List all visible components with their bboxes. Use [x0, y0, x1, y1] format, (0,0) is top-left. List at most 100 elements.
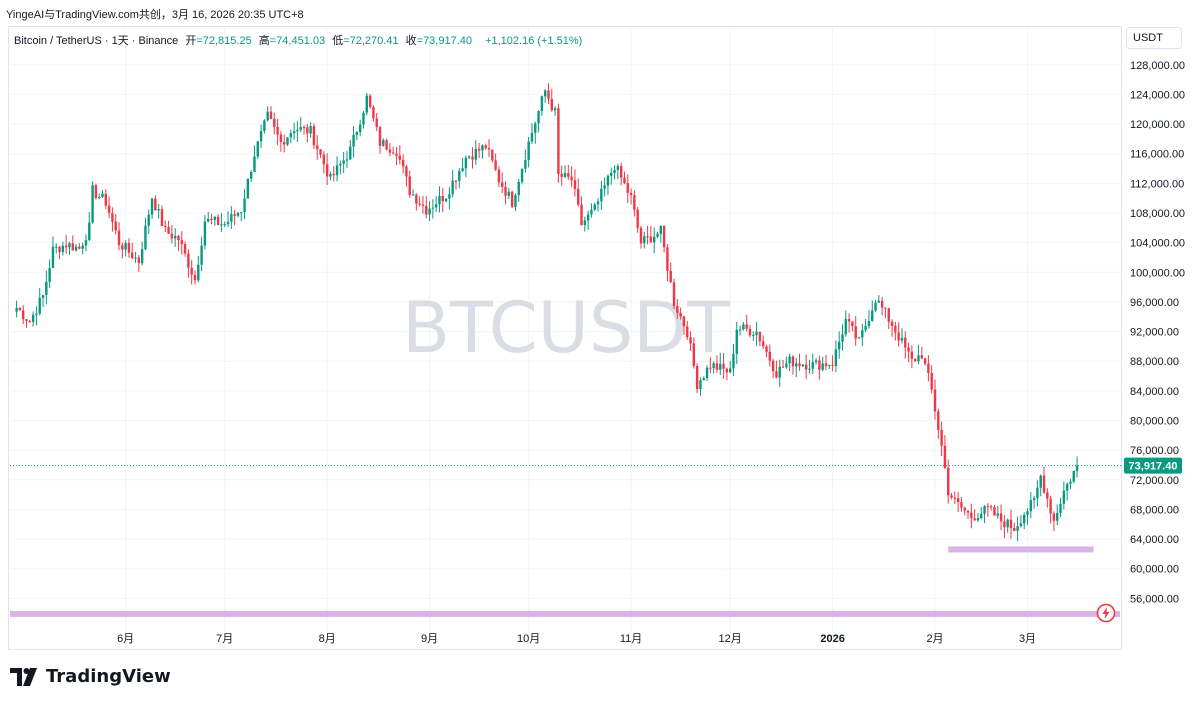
candle[interactable]: [947, 459, 950, 504]
candle[interactable]: [428, 201, 431, 221]
candle[interactable]: [874, 300, 877, 313]
candle[interactable]: [897, 322, 900, 347]
candle[interactable]: [1062, 481, 1066, 510]
candle[interactable]: [51, 236, 55, 269]
candle[interactable]: [197, 256, 200, 283]
candle[interactable]: [484, 143, 487, 150]
candle[interactable]: [900, 328, 904, 344]
candle[interactable]: [1075, 456, 1079, 478]
candle[interactable]: [719, 352, 722, 376]
candle[interactable]: [210, 213, 213, 225]
candle[interactable]: [167, 220, 170, 234]
candle[interactable]: [989, 504, 993, 511]
candle[interactable]: [316, 135, 319, 160]
candle[interactable]: [1016, 516, 1019, 542]
candle[interactable]: [226, 211, 230, 227]
candle[interactable]: [828, 364, 831, 369]
candle[interactable]: [18, 306, 22, 311]
candle[interactable]: [491, 149, 494, 163]
candle[interactable]: [183, 241, 187, 257]
candle[interactable]: [97, 193, 101, 200]
candle[interactable]: [1072, 470, 1075, 484]
candle[interactable]: [365, 92, 368, 116]
candle[interactable]: [553, 106, 557, 116]
candle[interactable]: [411, 189, 415, 196]
candle[interactable]: [619, 162, 623, 186]
candle[interactable]: [448, 187, 451, 210]
tradingview-logo[interactable]: TradingView: [10, 666, 171, 687]
candle[interactable]: [415, 193, 418, 211]
candle[interactable]: [474, 139, 478, 165]
candle[interactable]: [299, 117, 302, 133]
candle[interactable]: [530, 123, 534, 144]
candle[interactable]: [699, 377, 702, 396]
candle[interactable]: [570, 166, 573, 188]
candle[interactable]: [976, 512, 980, 522]
candle[interactable]: [461, 158, 464, 173]
candle[interactable]: [91, 181, 94, 224]
candle[interactable]: [606, 174, 610, 196]
candle[interactable]: [451, 169, 454, 198]
candle[interactable]: [94, 183, 98, 200]
candle[interactable]: [580, 196, 583, 226]
candle[interactable]: [289, 129, 293, 143]
candle[interactable]: [695, 363, 699, 394]
candle[interactable]: [131, 242, 134, 260]
candle[interactable]: [517, 178, 520, 202]
candle[interactable]: [121, 242, 124, 259]
candle[interactable]: [246, 178, 250, 199]
candle[interactable]: [164, 220, 167, 232]
candle[interactable]: [801, 363, 805, 368]
candle[interactable]: [349, 139, 352, 160]
candle[interactable]: [510, 190, 514, 209]
candle[interactable]: [1003, 515, 1006, 539]
candle[interactable]: [837, 331, 841, 359]
candle[interactable]: [880, 296, 884, 316]
candle[interactable]: [312, 123, 316, 149]
candle[interactable]: [986, 503, 990, 517]
candle[interactable]: [960, 496, 963, 512]
candle[interactable]: [1052, 511, 1056, 532]
candle[interactable]: [84, 234, 88, 252]
candle[interactable]: [282, 134, 286, 153]
candle[interactable]: [41, 294, 45, 308]
candle[interactable]: [279, 131, 283, 152]
candle[interactable]: [953, 491, 957, 505]
candle[interactable]: [540, 95, 544, 116]
candle[interactable]: [276, 119, 279, 146]
candle[interactable]: [652, 227, 656, 254]
candle[interactable]: [362, 110, 365, 129]
candle[interactable]: [150, 197, 154, 220]
candle[interactable]: [481, 144, 484, 159]
candle[interactable]: [292, 122, 296, 140]
candle[interactable]: [296, 121, 299, 142]
candle[interactable]: [543, 89, 547, 103]
candle[interactable]: [25, 319, 28, 328]
candle[interactable]: [124, 240, 127, 257]
candle[interactable]: [64, 235, 68, 254]
candle[interactable]: [722, 352, 725, 379]
candle[interactable]: [917, 344, 920, 365]
candle[interactable]: [1026, 508, 1029, 525]
candle[interactable]: [173, 228, 177, 247]
candle[interactable]: [662, 225, 666, 253]
candle[interactable]: [686, 320, 689, 340]
candle[interactable]: [48, 259, 51, 289]
candle[interactable]: [45, 270, 48, 305]
candle[interactable]: [309, 122, 312, 138]
candle[interactable]: [88, 212, 91, 242]
candle[interactable]: [940, 421, 943, 457]
candle[interactable]: [266, 106, 269, 122]
candle[interactable]: [738, 325, 742, 336]
candle[interactable]: [78, 243, 81, 250]
candle[interactable]: [464, 155, 468, 178]
candle[interactable]: [61, 241, 65, 256]
candle[interactable]: [666, 244, 669, 282]
candle[interactable]: [752, 331, 755, 341]
candle[interactable]: [501, 172, 504, 194]
candle[interactable]: [943, 435, 947, 469]
candle[interactable]: [593, 202, 596, 212]
candle[interactable]: [831, 355, 834, 372]
candle[interactable]: [851, 321, 854, 332]
candle[interactable]: [147, 209, 150, 235]
